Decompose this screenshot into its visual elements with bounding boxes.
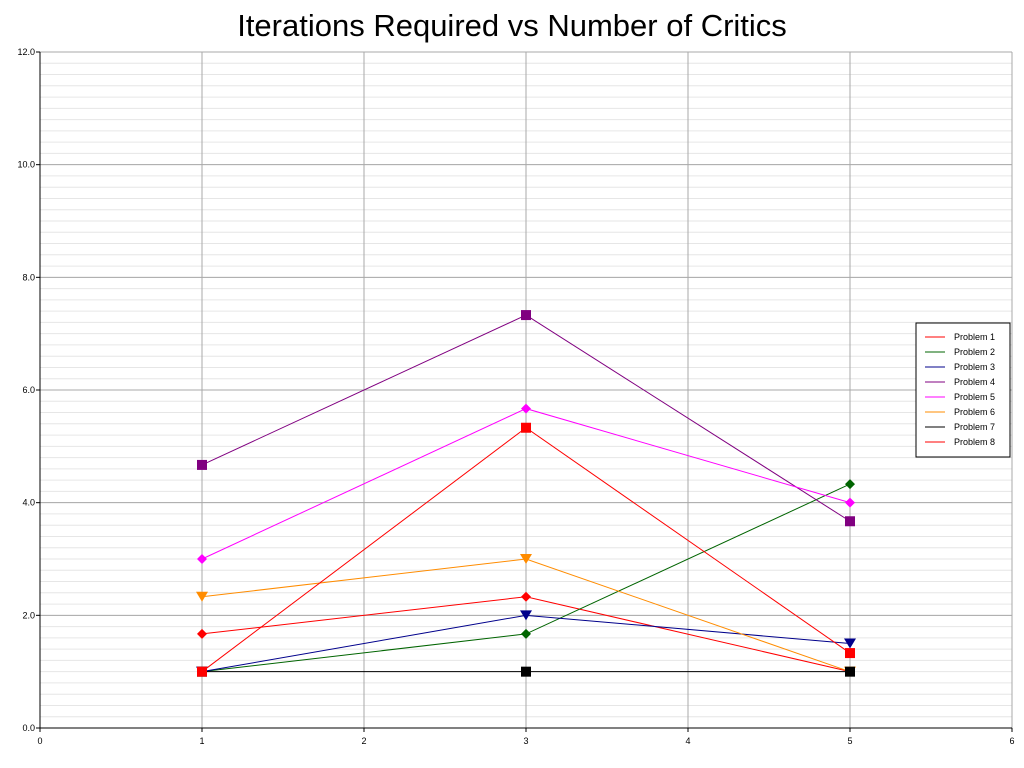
data-point <box>197 554 207 564</box>
legend-label: Problem 5 <box>954 392 995 402</box>
legend-label: Problem 6 <box>954 407 995 417</box>
legend-label: Problem 1 <box>954 332 995 342</box>
axes <box>36 51 1013 732</box>
data-point <box>520 610 532 621</box>
x-tick-label: 3 <box>523 736 528 746</box>
data-point <box>845 516 855 527</box>
x-tick-label: 2 <box>361 736 366 746</box>
data-point <box>521 666 531 677</box>
data-point <box>197 459 207 470</box>
legend-label: Problem 7 <box>954 422 995 432</box>
data-point <box>521 422 531 433</box>
legend-entry: Problem 8 <box>925 437 995 447</box>
series-5 <box>197 403 855 564</box>
y-tick-label: 8.0 <box>22 272 35 282</box>
data-point <box>520 554 532 564</box>
legend-box <box>915 322 1011 458</box>
tick-labels: 0 1 2 3 4 5 6 0.0 2.0 4.0 6.0 8.0 10.0 12.0 <box>17 47 1014 746</box>
legend-label: Problem 4 <box>954 377 995 387</box>
data-point <box>197 628 207 639</box>
y-tick-label: 0.0 <box>22 723 35 733</box>
legend-label: Problem 8 <box>954 437 995 447</box>
legend-entry: Problem 2 <box>925 347 995 357</box>
legend-entry: Problem 6 <box>925 407 995 417</box>
y-tick-label: 4.0 <box>22 498 35 508</box>
x-tick-label: 5 <box>847 736 852 746</box>
series-7 <box>197 666 855 677</box>
legend-entry: Problem 1 <box>925 332 995 342</box>
data-point <box>521 591 531 602</box>
series-4 <box>197 310 855 527</box>
legend-entry: Problem 4 <box>925 377 995 387</box>
legend-entry: Problem 5 <box>925 392 995 402</box>
y-tick-label: 6.0 <box>22 385 35 395</box>
x-tick-label: 1 <box>199 736 204 746</box>
y-tick-label: 2.0 <box>22 610 35 620</box>
data-point <box>521 310 531 321</box>
x-tick-label: 0 <box>37 736 42 746</box>
x-tick-label: 6 <box>1009 736 1014 746</box>
series-8 <box>197 422 855 677</box>
data-point <box>845 666 855 677</box>
data-point <box>196 591 208 602</box>
data-point <box>844 638 856 649</box>
series-layer <box>196 310 856 677</box>
legend-label: Problem 3 <box>954 362 995 372</box>
legend-entry: Problem 7 <box>925 422 995 432</box>
data-point <box>845 497 855 508</box>
y-tick-label: 10.0 <box>17 160 35 170</box>
data-point <box>521 628 531 639</box>
legend-entry: Problem 3 <box>925 362 995 372</box>
data-point <box>197 666 207 677</box>
legend-label: Problem 2 <box>954 347 995 357</box>
x-tick-label: 4 <box>685 736 690 746</box>
legend: Problem 1 Problem 2 Problem 3 Problem 4 Prob… <box>915 322 1011 458</box>
data-point <box>521 403 531 414</box>
y-tick-label: 12.0 <box>17 47 35 57</box>
data-point <box>845 648 855 659</box>
data-point <box>845 479 855 490</box>
chart-title: Iterations Required vs Number of Critics <box>237 8 787 43</box>
